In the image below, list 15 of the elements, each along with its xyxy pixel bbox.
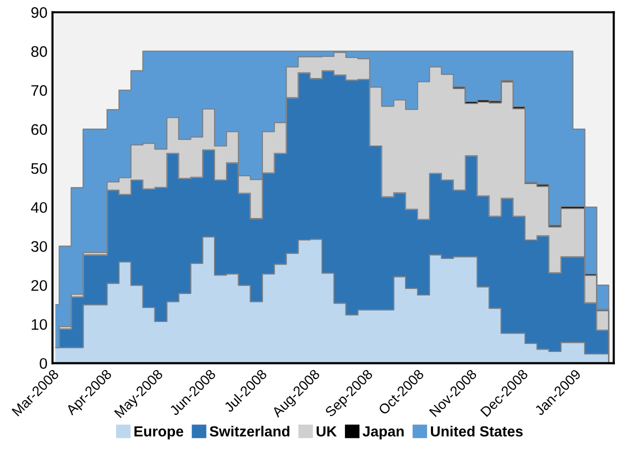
y-tick-label: 30 bbox=[31, 241, 48, 252]
legend-label: Europe bbox=[134, 426, 184, 440]
y-tick-label: 40 bbox=[30, 202, 48, 213]
legend-label: Japan bbox=[362, 426, 404, 440]
y-tick-label: 10 bbox=[32, 319, 48, 330]
legend-label: Switzerland bbox=[210, 426, 290, 437]
y-tick-label: 0 bbox=[40, 358, 48, 369]
y-tick-label: 80 bbox=[31, 46, 48, 57]
y-tick-label: 90 bbox=[31, 7, 48, 18]
y-tick-label: 60 bbox=[31, 124, 48, 135]
y-tick-label: 50 bbox=[31, 163, 48, 174]
legend-label: United States bbox=[430, 426, 523, 437]
y-tick-label: 20 bbox=[31, 280, 48, 291]
y-tick-label: 70 bbox=[31, 85, 48, 96]
legend-label: UK bbox=[316, 426, 337, 437]
